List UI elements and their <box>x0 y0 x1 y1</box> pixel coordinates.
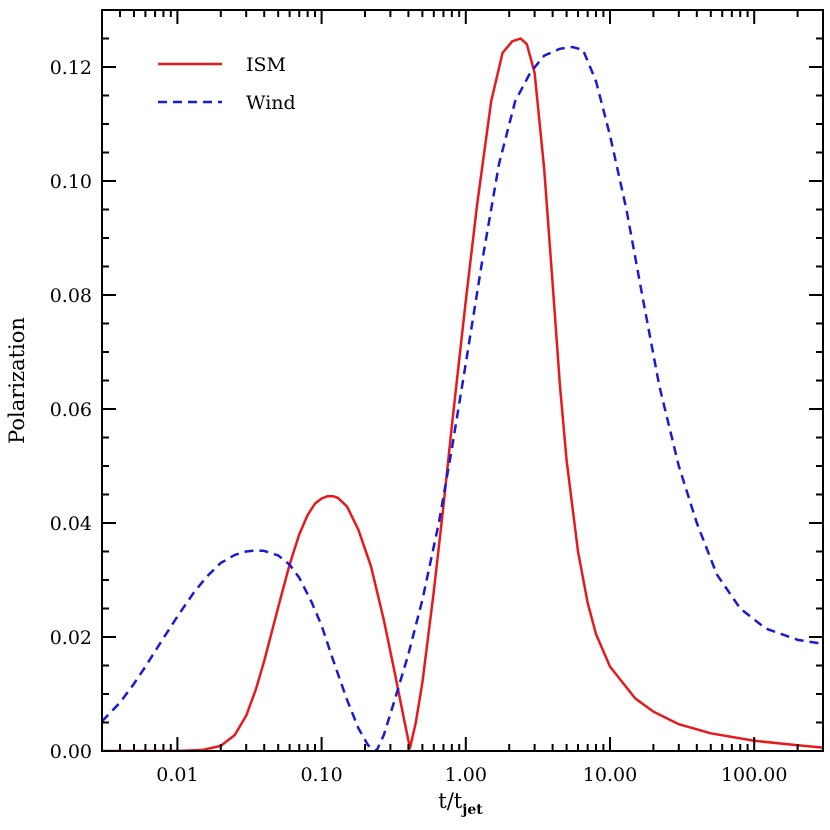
y-tick-label: 0.04 <box>50 513 92 535</box>
legend-label-ism: ISM <box>246 54 286 76</box>
plot-frame <box>101 9 824 752</box>
legend: ISM Wind <box>158 54 296 114</box>
y-tick-label: 0.10 <box>50 171 92 193</box>
x-axis-label: t/tjet <box>438 789 483 818</box>
plot-content <box>102 37 823 751</box>
ticks: 0.00 0.02 0.04 0.06 0.08 0.10 0.12 0.01 0.10 1.00… <box>50 9 824 786</box>
legend-label-wind: Wind <box>246 92 296 114</box>
x-tick-label: 1.00 <box>445 764 487 786</box>
x-tick-label: 0.10 <box>300 764 342 786</box>
series-line-ism <box>102 37 823 751</box>
y-axis-label: Polarization <box>5 317 29 444</box>
x-tick-label: 10.00 <box>583 764 637 786</box>
y-tick-label: 0.08 <box>50 285 92 307</box>
x-tick-label: 100.00 <box>721 764 787 786</box>
x-axis-label-subscript: jet <box>460 802 483 818</box>
x-axis-label-main: t/t <box>438 789 463 813</box>
y-tick-label: 0.06 <box>50 399 92 421</box>
y-tick-label: 0.12 <box>50 57 92 79</box>
x-tick-label: 0.01 <box>156 764 198 786</box>
y-tick-label: 0.02 <box>50 627 92 649</box>
series-line-wind <box>102 45 823 751</box>
y-tick-label: 0.00 <box>50 741 92 763</box>
